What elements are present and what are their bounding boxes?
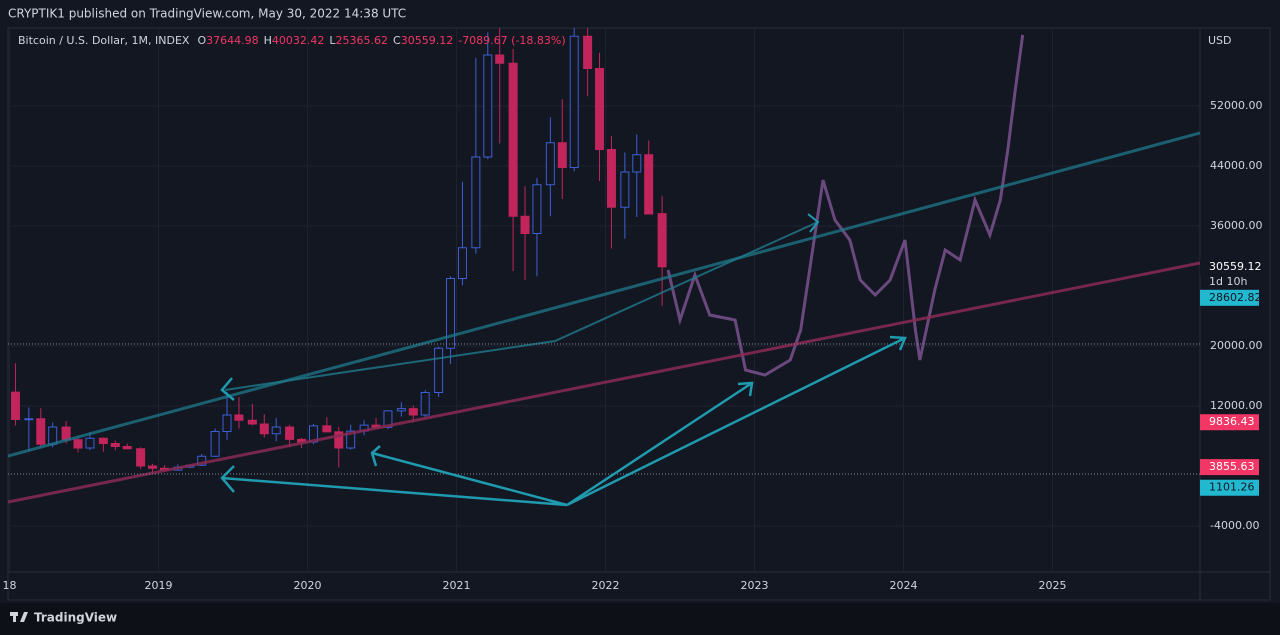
candle-body — [222, 414, 232, 433]
price-badge-label: 28602.82 — [1209, 291, 1262, 304]
y-tick-label: 20000.00 — [1210, 339, 1263, 352]
candle-body — [259, 423, 269, 435]
x-tick-label: 18 — [2, 579, 16, 592]
candle-body — [545, 142, 555, 186]
candle-body — [85, 437, 95, 449]
candle-body — [644, 154, 654, 215]
candle-body — [322, 425, 332, 433]
candle-body — [532, 184, 542, 235]
candle-body — [247, 419, 257, 425]
x-tick-label: 2025 — [1038, 579, 1066, 592]
footer-logo — [10, 612, 28, 622]
candle-body — [620, 171, 630, 208]
candle-body — [24, 418, 34, 421]
legend-value: 37644.98 — [206, 34, 259, 47]
candle-body — [197, 455, 207, 466]
candle-body — [583, 35, 593, 70]
y-tick-label: 36000.00 — [1210, 219, 1263, 232]
price-badge — [1200, 459, 1259, 476]
x-tick-label: 2022 — [591, 579, 619, 592]
candle-body — [520, 215, 530, 235]
trend-line — [8, 131, 1200, 458]
footer-brand: TradingView — [34, 611, 117, 625]
candle-body — [334, 431, 344, 449]
candle-body — [122, 446, 132, 450]
candle-body — [557, 142, 567, 169]
candle-body — [595, 68, 605, 151]
candle-body — [408, 408, 418, 416]
price-badge-label: 3855.63 — [1209, 460, 1255, 473]
x-tick-label: 2021 — [442, 579, 470, 592]
candle-body — [210, 431, 220, 457]
candle-body — [657, 213, 667, 268]
legend-key: H — [264, 34, 272, 47]
y-tick-label: 12000.00 — [1210, 399, 1263, 412]
candle-body — [61, 426, 71, 441]
bar-countdown: 1d 10h — [1209, 275, 1247, 288]
arrows — [220, 335, 907, 507]
legend-key: L — [329, 34, 336, 47]
candle-body — [420, 392, 430, 416]
legend-value: 25365.62 — [336, 34, 389, 47]
y-tick-label: -4000.00 — [1210, 519, 1259, 532]
chart-panel — [7, 27, 1271, 601]
candle-body — [495, 54, 505, 64]
candle-body — [36, 418, 46, 445]
candle-body — [148, 465, 158, 469]
candle-body — [136, 448, 146, 467]
candle-body — [271, 426, 281, 435]
candle-body — [457, 247, 467, 280]
price-badge — [1200, 479, 1259, 496]
price-axis-unit: USD — [1208, 34, 1232, 47]
candle-body — [606, 149, 616, 208]
legend-key: O — [197, 34, 206, 47]
candle-body — [471, 156, 481, 249]
x-tick-label: 2020 — [293, 579, 321, 592]
candle-body — [396, 408, 406, 412]
candle-body — [483, 54, 493, 158]
x-tick-label: 2019 — [144, 579, 172, 592]
candle-body — [10, 391, 20, 421]
candle-body — [508, 62, 518, 217]
publisher-line: CRYPTIK1 published on TradingView.com, M… — [8, 7, 406, 21]
x-tick-label: 2024 — [889, 579, 917, 592]
y-tick-label: 52000.00 — [1210, 99, 1263, 112]
price-badge — [1200, 258, 1259, 275]
drawings — [8, 131, 1200, 507]
ohlc-legend: Bitcoin / U.S. Dollar, 1M, INDEX O 37644.9… — [18, 34, 566, 47]
price-badge-label: 30559.12 — [1209, 260, 1262, 273]
price-badge-label: 9836.43 — [1209, 415, 1255, 428]
projection-line — [666, 34, 1025, 377]
footer-bar — [0, 603, 1280, 635]
arrow-head — [807, 213, 820, 233]
candle-body — [632, 154, 642, 173]
candle-body — [446, 278, 456, 349]
candle-body — [434, 347, 444, 394]
candle-body — [234, 414, 244, 421]
candle-body — [110, 443, 120, 448]
legend-value: 40032.42 — [272, 34, 325, 47]
y-tick-label: 44000.00 — [1210, 159, 1263, 172]
price-badge — [1200, 414, 1259, 431]
candle-body — [285, 426, 295, 440]
symbol-title: Bitcoin / U.S. Dollar, 1M, INDEX — [18, 34, 190, 47]
trend-path — [224, 221, 819, 391]
candle-body — [346, 430, 356, 449]
candle-body — [569, 35, 579, 169]
price-badge — [1200, 289, 1259, 306]
price-badge-label: 1101.26 — [1209, 481, 1255, 494]
candle-body — [98, 437, 108, 445]
legend-key: C — [393, 34, 401, 47]
candle-body — [73, 439, 83, 449]
candle-body — [383, 410, 393, 428]
legend-change: -7089.67 (-18.83%) — [458, 34, 565, 47]
x-tick-label: 2023 — [740, 579, 768, 592]
legend-value: 30559.12 — [401, 34, 454, 47]
trend-line — [8, 261, 1200, 504]
